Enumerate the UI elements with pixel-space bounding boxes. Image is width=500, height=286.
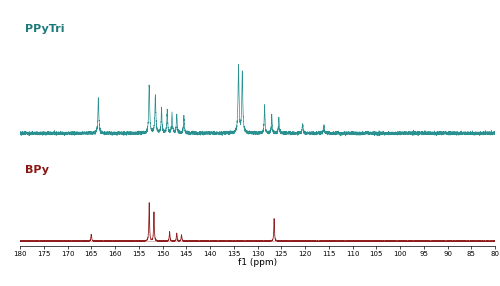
Text: PPyTri: PPyTri [25,24,64,34]
Text: BPy: BPy [25,166,49,176]
X-axis label: f1 (ppm): f1 (ppm) [238,258,277,267]
